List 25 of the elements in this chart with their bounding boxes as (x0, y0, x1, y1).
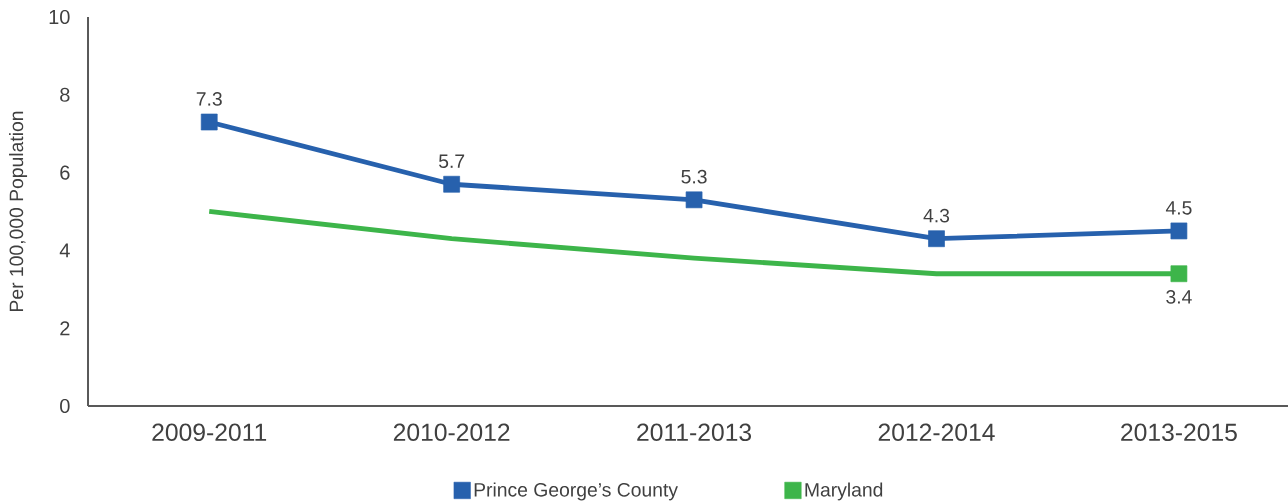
y-tick-label: 4 (59, 243, 70, 258)
legend-label: Maryland (805, 482, 883, 501)
data-label: 5.7 (438, 154, 465, 168)
data-label: 7.3 (196, 92, 222, 106)
y-tick-label: 8 (60, 87, 70, 102)
x-tick-label: 2009-2011 (152, 423, 267, 442)
y-tick-label: 6 (60, 165, 70, 180)
y-tick-label: 10 (49, 9, 70, 25)
y-axis-title: Per 100,000 Population (9, 111, 28, 311)
point (685, 191, 703, 209)
point (443, 175, 460, 193)
x-tick-label: 2011-2013 (637, 423, 752, 442)
data-label: 5.3 (681, 169, 707, 184)
data-label: 3.4 (1166, 289, 1192, 304)
data-label: 4.5 (1165, 201, 1192, 215)
data-label: 4.3 (923, 208, 950, 223)
x-tick-label: 2013-2015 (1121, 423, 1237, 442)
y-tick-label: 2 (60, 321, 70, 336)
y-tick-label: 0 (60, 398, 70, 414)
point (928, 230, 945, 248)
point (200, 113, 218, 131)
legend-label: Prince George’s County (474, 482, 678, 501)
x-tick-label: 2010-2012 (393, 423, 510, 442)
point (1170, 222, 1188, 240)
x-tick-label: 2012-2014 (878, 423, 995, 442)
